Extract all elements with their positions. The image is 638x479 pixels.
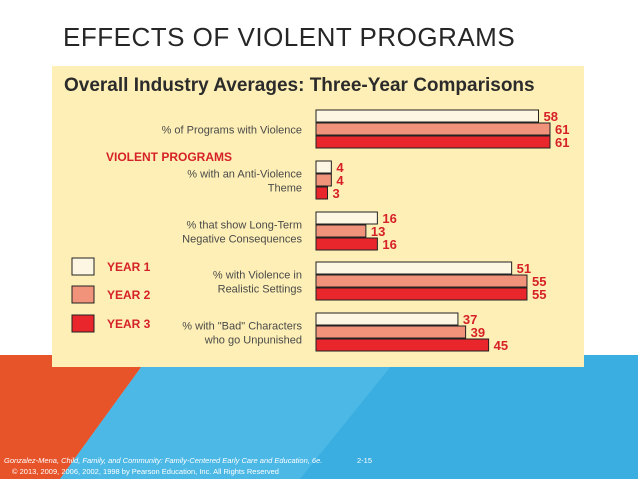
footer-page-number: 2-15	[357, 456, 373, 465]
legend-label: YEAR 1	[107, 260, 151, 274]
bar	[315, 211, 378, 225]
bar	[315, 135, 551, 149]
footer-citation: Gonzalez-Mena, Child, Family, and Commun…	[4, 456, 323, 465]
legend-swatch	[71, 257, 95, 276]
bar	[315, 186, 329, 200]
bar	[315, 261, 513, 275]
bar-value-label: 61	[555, 135, 569, 150]
category-label: % of Programs with Violence	[162, 125, 302, 137]
bar	[315, 173, 332, 187]
bar-value-label: 39	[471, 325, 485, 340]
bar-value-label: 13	[371, 224, 385, 239]
bar	[315, 312, 459, 326]
bar	[315, 325, 467, 339]
bar	[315, 237, 378, 251]
chart-title: Overall Industry Averages: Three-Year Co…	[64, 75, 535, 96]
category-label: Theme	[268, 183, 302, 195]
category-label: Negative Consequences	[182, 234, 302, 246]
bar	[315, 160, 332, 174]
category-label: Realistic Settings	[218, 284, 303, 296]
bar-value-label: 4	[336, 160, 344, 175]
bar	[315, 122, 551, 136]
bar-value-label: 3	[333, 186, 340, 201]
bar	[315, 274, 528, 288]
slide-title: EFFECTS OF VIOLENT PROGRAMS	[63, 22, 516, 52]
legend-label: YEAR 3	[107, 317, 151, 331]
chart-panel: Overall Industry Averages: Three-Year Co…	[52, 66, 584, 367]
category-label: % that show Long-Term	[186, 220, 302, 232]
bar-value-label: 58	[543, 109, 557, 124]
bar-value-label: 45	[494, 338, 508, 353]
bar-value-label: 16	[382, 211, 396, 226]
bar-value-label: 16	[382, 237, 396, 252]
footer-copyright: © 2013, 2009, 2006, 2002, 1998 by Pearso…	[12, 467, 279, 476]
bar	[315, 224, 367, 238]
bar-value-label: 4	[336, 173, 344, 188]
category-label: % with an Anti-Violence	[187, 169, 302, 181]
legend-swatch	[71, 285, 95, 304]
orange-corner-shape	[0, 355, 150, 479]
bar	[315, 287, 528, 301]
blue-light-facet	[60, 355, 400, 479]
category-label: % with Violence in	[213, 270, 302, 282]
category-label: % with "Bad" Characters	[182, 321, 302, 333]
legend-label: YEAR 2	[107, 288, 151, 302]
chart-subtitle: VIOLENT PROGRAMS	[106, 150, 232, 164]
category-label: who go Unpunished	[204, 335, 302, 347]
bar-value-label: 51	[517, 261, 531, 276]
bar-value-label: 37	[463, 312, 477, 327]
bar-value-label: 61	[555, 122, 569, 137]
bar-value-label: 55	[532, 287, 546, 302]
bar	[315, 338, 490, 352]
bar	[315, 109, 539, 123]
bar-value-label: 55	[532, 274, 546, 289]
bar-chart: Overall Industry Averages: Three-Year Co…	[64, 75, 569, 353]
legend-swatch	[71, 314, 95, 333]
